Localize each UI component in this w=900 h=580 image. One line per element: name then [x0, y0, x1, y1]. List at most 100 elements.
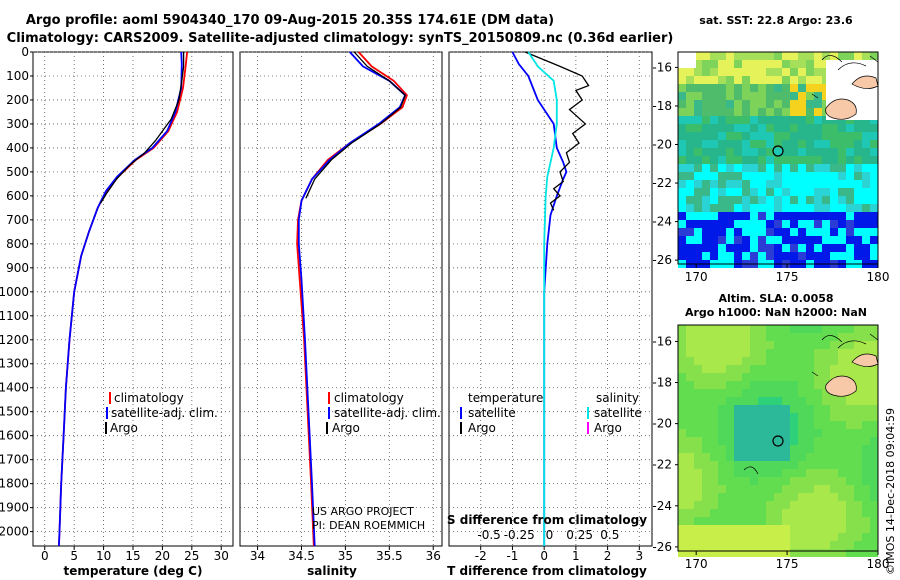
sla-cell	[830, 541, 838, 549]
sla-cell	[726, 429, 734, 437]
sst-cell	[814, 220, 822, 228]
sst-cell	[790, 180, 798, 188]
sst-cell	[750, 164, 758, 172]
sst-cell	[814, 108, 822, 116]
sst-cell	[758, 60, 766, 68]
sst-cell	[718, 188, 726, 196]
sst-cell	[726, 212, 734, 220]
sla-cell	[766, 325, 774, 333]
sst-cell	[750, 92, 758, 100]
sla-cell	[702, 541, 710, 549]
sla-cell	[718, 373, 726, 381]
sla-cell	[734, 453, 742, 461]
sst-cell	[686, 156, 694, 164]
sla-cell	[822, 413, 830, 421]
sla-cell	[782, 453, 790, 461]
sla-cell	[734, 429, 742, 437]
sst-cell	[774, 212, 782, 220]
sst-cell	[790, 164, 798, 172]
map-x-tick-label: 170	[685, 557, 708, 571]
sla-cell	[806, 421, 814, 429]
sst-cell	[702, 124, 710, 132]
sla-cell	[870, 493, 878, 501]
sst-cell	[806, 188, 814, 196]
sla-cell	[758, 461, 766, 469]
sla-cell	[742, 413, 750, 421]
sst-cell	[758, 148, 766, 156]
sla-cell	[718, 477, 726, 485]
sla-cell	[758, 485, 766, 493]
sst-cell	[806, 52, 814, 60]
sla-cell	[846, 485, 854, 493]
x-tick-label: 5	[70, 549, 78, 563]
sst-cell	[694, 100, 702, 108]
sst-cell	[678, 204, 686, 212]
sst-cell	[686, 132, 694, 140]
sla-cell	[774, 341, 782, 349]
sst-cell	[830, 228, 838, 236]
sla-cell	[710, 445, 718, 453]
sst-cell	[734, 68, 742, 76]
sla-cell	[742, 453, 750, 461]
sla-cell	[814, 357, 822, 365]
sst-cell	[726, 92, 734, 100]
sla-cell	[846, 549, 854, 557]
sla-cell	[806, 349, 814, 357]
sst-cell	[750, 252, 758, 260]
sst-cell	[870, 172, 878, 180]
sst-cell	[798, 100, 806, 108]
sla-cell	[718, 413, 726, 421]
sst-cell	[694, 116, 702, 124]
sla-cell	[694, 421, 702, 429]
sst-cell	[726, 172, 734, 180]
sla-cell	[798, 517, 806, 525]
sst-cell	[726, 76, 734, 84]
sla-cell	[734, 525, 742, 533]
sla-cell	[758, 349, 766, 357]
sla-cell	[766, 437, 774, 445]
sla-cell	[814, 421, 822, 429]
sst-cell	[750, 188, 758, 196]
sla-cell	[710, 397, 718, 405]
sla-cell	[758, 381, 766, 389]
legend-satellite-label: satellite-adj. clim.	[334, 406, 441, 420]
sst-cell	[790, 92, 798, 100]
sst-cell	[694, 60, 702, 68]
sla-cell	[678, 389, 686, 397]
sla-cell	[718, 549, 726, 557]
sst-cell	[758, 220, 766, 228]
sla-cell	[854, 493, 862, 501]
sst-cell	[830, 164, 838, 172]
sst-cell	[710, 212, 718, 220]
sla-cell	[782, 325, 790, 333]
sst-cell	[750, 172, 758, 180]
y-tick-label: 1700	[0, 453, 29, 467]
sla-cell	[678, 397, 686, 405]
sla-cell	[750, 349, 758, 357]
sst-cell	[798, 108, 806, 116]
sst-cell	[726, 60, 734, 68]
sst-cell	[758, 132, 766, 140]
sst-cell	[846, 132, 854, 140]
sla-cell	[758, 493, 766, 501]
sst-cell	[694, 156, 702, 164]
sla-cell	[854, 517, 862, 525]
sst-cell	[758, 188, 766, 196]
sla-cell	[750, 341, 758, 349]
sst-cell	[742, 180, 750, 188]
sla-cell	[758, 533, 766, 541]
sla-cell	[870, 533, 878, 541]
sla-cell	[838, 493, 846, 501]
sla-cell	[678, 533, 686, 541]
sst-cell	[742, 68, 750, 76]
sla-cell	[742, 341, 750, 349]
sst-cell	[742, 132, 750, 140]
sst-cell	[718, 84, 726, 92]
sla-cell	[766, 541, 774, 549]
map-y-tick-label: -26	[652, 540, 672, 554]
sst-cell	[718, 76, 726, 84]
sla-cell	[854, 389, 862, 397]
sst-cell	[694, 236, 702, 244]
sla-cell	[702, 389, 710, 397]
sst-cell	[870, 156, 878, 164]
